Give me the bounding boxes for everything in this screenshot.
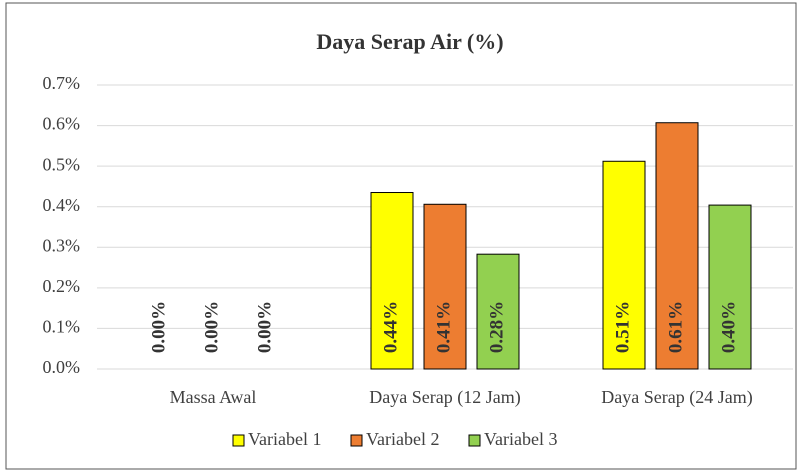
y-tick-label: 0.6% — [43, 114, 81, 134]
bar — [655, 122, 699, 370]
y-tick-label: 0.7% — [43, 73, 81, 93]
y-tick-label: 0.0% — [43, 357, 81, 377]
value-label: 0.51% — [612, 301, 633, 353]
bar — [602, 160, 646, 370]
x-tick-label: Daya Serap (24 Jam) — [601, 387, 752, 408]
legend-swatch — [350, 434, 363, 447]
value-label: 0.41% — [433, 301, 454, 353]
bar — [370, 192, 414, 370]
legend-swatch — [232, 434, 245, 447]
y-tick-label: 0.2% — [43, 276, 81, 296]
chart-title: Daya Serap Air (%) — [316, 29, 503, 54]
y-tick-label: 0.3% — [43, 235, 81, 255]
legend-swatch — [468, 434, 481, 447]
value-label: 0.00% — [201, 301, 222, 353]
value-label: 0.40% — [718, 301, 739, 353]
value-label: 0.00% — [254, 301, 275, 353]
x-tick-label: Massa Awal — [170, 387, 257, 407]
value-label: 0.61% — [665, 301, 686, 353]
y-tick-label: 0.1% — [43, 317, 81, 337]
legend-label: Variabel 2 — [366, 429, 439, 449]
y-tick-label: 0.5% — [43, 154, 81, 174]
y-tick-label: 0.4% — [43, 195, 81, 215]
legend-label: Variabel 1 — [248, 429, 321, 449]
value-label: 0.44% — [380, 301, 401, 353]
value-label: 0.00% — [148, 301, 169, 353]
legend-label: Variabel 3 — [484, 429, 557, 449]
bar — [423, 203, 467, 370]
value-label: 0.28% — [486, 301, 507, 353]
bar — [708, 204, 752, 370]
bar — [476, 253, 520, 370]
x-tick-label: Daya Serap (12 Jam) — [369, 387, 520, 408]
